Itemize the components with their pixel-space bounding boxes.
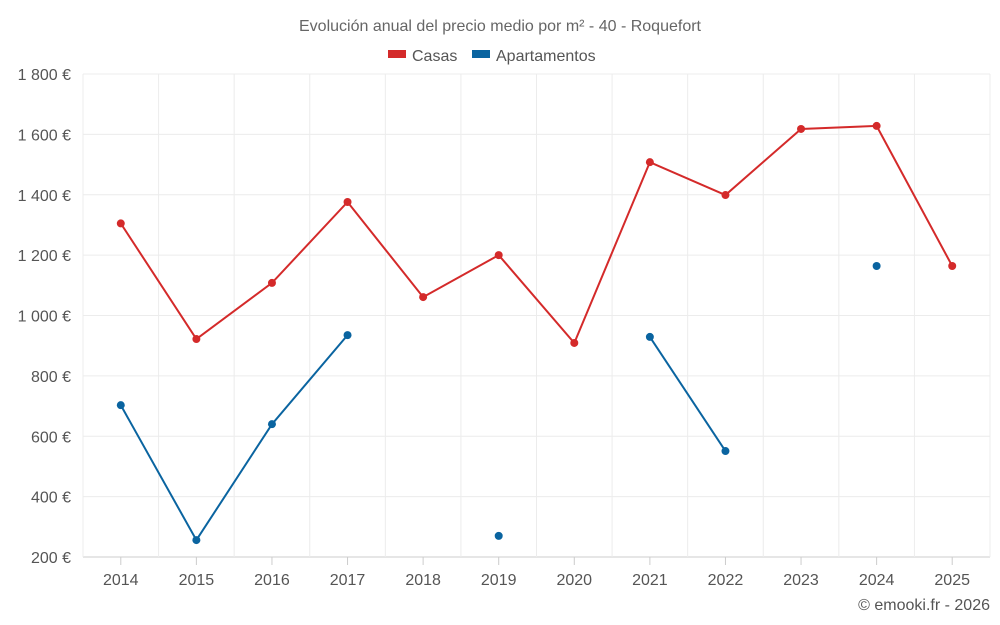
data-point (419, 293, 428, 302)
data-point (645, 332, 654, 341)
data-point (494, 251, 503, 260)
y-tick-label: 1 200 € (18, 248, 71, 265)
x-tick-label: 2022 (708, 572, 744, 589)
series-apartamentos (116, 261, 881, 545)
y-tick-label: 1 000 € (18, 309, 71, 326)
y-tick-label: 1 800 € (18, 67, 71, 84)
y-tick-label: 400 € (31, 490, 71, 507)
data-point (872, 121, 881, 130)
legend-label: Apartamentos (496, 48, 596, 65)
legend: Casas Apartamentos (388, 48, 596, 65)
data-point (267, 420, 276, 429)
data-point (570, 338, 579, 347)
data-point (267, 278, 276, 287)
y-tick-label: 1 400 € (18, 188, 71, 205)
axes: 200 € 400 € 600 € 800 € 1 000 € 1 200 € 1 400 … (18, 67, 970, 589)
data-point (192, 335, 201, 344)
series (116, 121, 957, 545)
data-point (872, 261, 881, 270)
data-point (721, 447, 730, 456)
x-tick-label: 2020 (556, 572, 592, 589)
x-tick-label: 2016 (254, 572, 290, 589)
x-tick-label: 2018 (405, 572, 441, 589)
y-tick-label: 600 € (31, 429, 71, 446)
grid (82, 73, 991, 558)
chart-title: Evolución anual del precio medio por m² … (299, 18, 702, 35)
data-point (116, 401, 125, 410)
legend-label: Casas (412, 48, 457, 65)
series-line (649, 336, 727, 452)
data-point (721, 191, 730, 200)
x-tick-label: 2021 (632, 572, 668, 589)
x-tick-label: 2019 (481, 572, 517, 589)
data-point (192, 536, 201, 545)
data-point (116, 219, 125, 228)
series-casas (116, 121, 957, 347)
data-point (343, 331, 352, 340)
data-point (494, 531, 503, 540)
legend-swatch (388, 50, 406, 58)
series-line (119, 124, 954, 345)
x-tick-label: 2017 (330, 572, 366, 589)
x-tick-label: 2014 (103, 572, 139, 589)
data-point (343, 197, 352, 206)
y-tick-label: 1 600 € (18, 127, 71, 144)
data-point (645, 158, 654, 167)
x-tick-label: 2023 (783, 572, 819, 589)
data-point (797, 124, 806, 133)
y-tick-label: 200 € (31, 550, 71, 567)
legend-swatch (472, 50, 490, 58)
x-tick-label: 2024 (859, 572, 895, 589)
data-point (948, 261, 957, 270)
x-tick-label: 2015 (179, 572, 215, 589)
y-tick-label: 800 € (31, 369, 71, 386)
credit-text: © emooki.fr - 2026 (858, 597, 990, 614)
series-line (119, 334, 349, 543)
x-tick-label: 2025 (934, 572, 970, 589)
